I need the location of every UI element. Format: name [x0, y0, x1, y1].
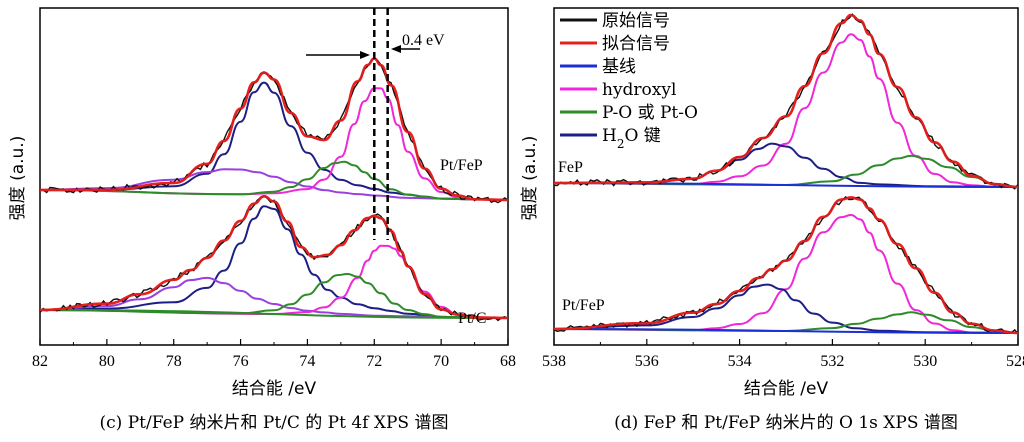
x-tick-label: 70 — [433, 353, 449, 370]
series-ptc-component — [39, 205, 509, 319]
panel-d-xlabel: 结合能 /eV — [744, 379, 829, 399]
curve-label-ptfep: Pt/FeP — [440, 157, 483, 174]
x-tick-label: 68 — [500, 353, 516, 370]
panel-d-x-ticks: 538 536 534 532 530 528 — [542, 339, 1024, 370]
raw-signal-ptfep — [553, 195, 1019, 334]
panel-c-ylabel: 强度 (a.u.) — [8, 136, 28, 221]
panel-c-xlabel: 结合能 /eV — [232, 379, 317, 399]
curve-label-fep: FeP — [558, 159, 583, 176]
raw-signal-ptc — [39, 194, 509, 322]
series-fep-component — [553, 33, 1019, 188]
series-ptfep-component — [39, 81, 509, 201]
series-ptfep-component — [39, 168, 509, 201]
legend-label: 基线 — [602, 57, 636, 77]
legend-label: P-O 或 Pt-O — [602, 103, 698, 123]
legend-label: hydroxyl — [602, 80, 676, 100]
series-ptc-component — [39, 276, 509, 319]
x-tick-label: 528 — [1006, 353, 1024, 370]
x-tick-label: 76 — [233, 353, 249, 370]
fit-overlay-ptfep — [39, 57, 509, 202]
series-ptfep-fit — [553, 196, 1019, 335]
panel-c-curves — [39, 57, 509, 322]
curve-label-ptfep-o: Pt/FeP — [562, 297, 605, 314]
series-ptfep-component — [553, 213, 1019, 334]
fit-overlay-fep — [553, 13, 1019, 189]
panel-d-curves — [553, 13, 1019, 335]
legend-label: H2O 键 — [602, 126, 661, 151]
series-ptc-fit — [39, 194, 509, 320]
x-tick-label: 72 — [366, 353, 382, 370]
arrow-right-head — [391, 45, 401, 53]
series-ptfep-component — [553, 283, 1019, 334]
x-tick-label: 82 — [32, 353, 48, 370]
x-tick-label: 536 — [635, 353, 659, 370]
fit-overlay-ptc — [39, 195, 509, 320]
legend-label: 原始信号 — [602, 11, 670, 31]
series-ptfep-component — [553, 328, 1019, 334]
series-ptc-component — [39, 309, 509, 319]
shift-annotation: 0.4 eV — [402, 32, 445, 49]
x-tick-label: 74 — [299, 353, 315, 370]
x-tick-label: 532 — [820, 353, 844, 370]
x-tick-label: 80 — [99, 353, 115, 370]
series-ptfep-component — [39, 160, 509, 201]
panel-d-ylabel: 强度 (a.u.) — [520, 136, 540, 221]
panel-d-caption: (d) FeP 和 Pt/FeP 纳米片的 O 1s XPS 谱图 — [614, 413, 958, 433]
series-ptc-component — [39, 244, 509, 319]
x-tick-label: 530 — [913, 353, 937, 370]
panel-c-caption: (c) Pt/FeP 纳米片和 Pt/C 的 Pt 4f XPS 谱图 — [100, 413, 449, 433]
curve-label-ptc: Pt/C — [458, 310, 486, 327]
x-tick-label: 534 — [728, 353, 752, 370]
x-tick-label: 78 — [166, 353, 182, 370]
series-ptfep-component — [39, 87, 509, 201]
series-ptc-component — [39, 272, 509, 319]
panel-c-x-ticks: 82 80 78 76 74 72 70 68 — [32, 339, 516, 370]
fit-overlay-ptfep — [553, 196, 1019, 335]
x-tick-label: 538 — [542, 353, 566, 370]
legend-label: 拟合信号 — [602, 34, 670, 54]
arrow-left-head — [360, 51, 370, 59]
panel-c: 82 80 78 76 74 72 70 68 0.4 eV Pt/FeP Pt/C 强度 (… — [8, 7, 516, 433]
